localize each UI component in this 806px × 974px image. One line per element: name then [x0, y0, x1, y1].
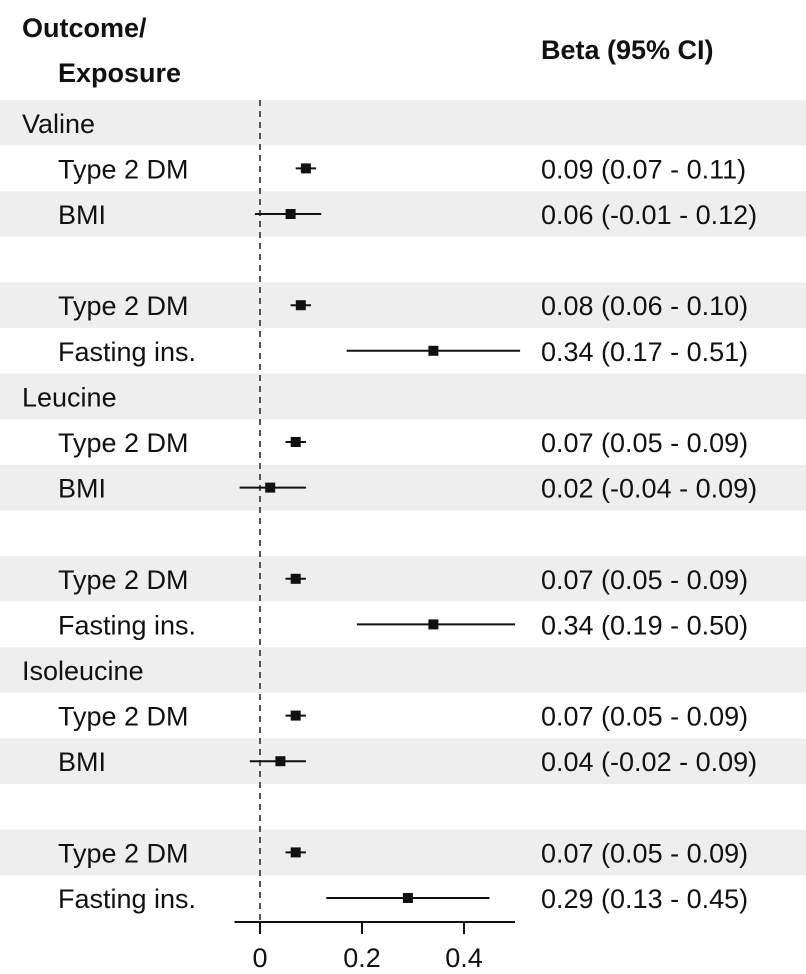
beta-ci-value: 0.02 (-0.04 - 0.09): [541, 474, 757, 504]
group-label: Leucine: [22, 382, 117, 412]
exposure-label: BMI: [58, 747, 106, 777]
group-row: Isoleucine: [22, 656, 144, 686]
exposure-label: Type 2 DM: [58, 428, 189, 458]
row-band: [0, 556, 806, 602]
estimate-row: Fasting ins. 0.29 (0.13 - 0.45): [58, 884, 748, 914]
beta-ci-value: 0.07 (0.05 - 0.09): [541, 565, 748, 595]
point-estimate: [300, 163, 311, 174]
beta-ci-value: 0.07 (0.05 - 0.09): [541, 702, 748, 732]
row-bands: [0, 100, 806, 876]
beta-ci-value: 0.34 (0.17 - 0.51): [541, 337, 748, 367]
exposure-label: Type 2 DM: [58, 154, 189, 184]
point-estimate: [265, 482, 276, 493]
exposure-label: Type 2 DM: [58, 565, 189, 595]
row-band: [0, 464, 806, 511]
point-estimate: [275, 756, 286, 767]
beta-ci-value: 0.07 (0.05 - 0.09): [541, 428, 748, 458]
row-band: [0, 191, 806, 237]
point-estimate: [428, 619, 439, 630]
estimate-row: BMI 0.02 (-0.04 - 0.09): [58, 474, 757, 504]
row-band: [0, 100, 806, 146]
point-estimate: [285, 209, 296, 219]
row-band: [0, 738, 806, 784]
point-estimate: [402, 893, 413, 903]
estimate-row: Type 2 DM 0.07 (0.05 - 0.09): [58, 838, 748, 868]
x-tick-label: 0.2: [343, 943, 381, 973]
forest-rows: Valine Type 2 DM 0.09 (0.07 - 0.11) BMI 0.06…: [22, 109, 757, 914]
estimate-row: Type 2 DM 0.08 (0.06 - 0.10): [58, 291, 748, 321]
estimate-row: Type 2 DM 0.07 (0.05 - 0.09): [58, 702, 748, 732]
beta-ci-value: 0.07 (0.05 - 0.09): [541, 838, 748, 868]
group-label: Valine: [22, 109, 95, 139]
estimate-row: Fasting ins. 0.34 (0.19 - 0.50): [58, 610, 748, 640]
estimate-row: Type 2 DM 0.07 (0.05 - 0.09): [58, 428, 748, 458]
row-band: [0, 647, 806, 693]
x-axis: 0 0.2 0.4: [234, 921, 515, 973]
estimate-row: BMI 0.06 (-0.01 - 0.12): [58, 200, 757, 230]
x-tick-label: 0.4: [445, 943, 483, 973]
row-band: [0, 282, 806, 328]
beta-ci-value: 0.08 (0.06 - 0.10): [541, 291, 748, 321]
point-estimate: [290, 710, 301, 721]
point-estimate: [428, 345, 439, 356]
exposure-label: Fasting ins.: [58, 337, 196, 367]
group-label: Isoleucine: [22, 656, 144, 686]
exposure-label: Fasting ins.: [58, 610, 196, 640]
estimate-row: BMI 0.04 (-0.02 - 0.09): [58, 747, 757, 777]
estimate-row: Type 2 DM 0.07 (0.05 - 0.09): [58, 565, 748, 595]
x-tick-label: 0: [252, 943, 267, 973]
estimate-row: Fasting ins. 0.34 (0.17 - 0.51): [58, 337, 748, 367]
beta-ci-value: 0.04 (-0.02 - 0.09): [541, 747, 757, 777]
beta-ci-value: 0.09 (0.07 - 0.11): [541, 154, 746, 184]
exposure-label: Type 2 DM: [58, 702, 189, 732]
point-estimate: [295, 300, 306, 311]
exposure-label: BMI: [58, 200, 106, 230]
exposure-label: Type 2 DM: [58, 838, 189, 868]
header-beta-ci: Beta (95% CI): [541, 35, 714, 65]
estimate-row: Type 2 DM 0.09 (0.07 - 0.11): [58, 154, 746, 184]
point-estimate: [290, 573, 301, 584]
header-exposure: Exposure: [58, 58, 181, 88]
exposure-label: BMI: [58, 474, 106, 504]
group-row: Leucine: [22, 382, 117, 412]
beta-ci-value: 0.34 (0.19 - 0.50): [541, 610, 748, 640]
row-band: [0, 373, 806, 420]
row-band: [0, 829, 806, 876]
exposure-label: Type 2 DM: [58, 291, 189, 321]
point-estimate: [290, 437, 301, 447]
beta-ci-value: 0.06 (-0.01 - 0.12): [541, 200, 757, 230]
header-outcome: Outcome/: [22, 13, 147, 43]
exposure-label: Fasting ins.: [58, 884, 196, 914]
beta-ci-value: 0.29 (0.13 - 0.45): [541, 884, 748, 914]
point-estimate: [290, 847, 301, 858]
group-row: Valine: [22, 109, 95, 139]
